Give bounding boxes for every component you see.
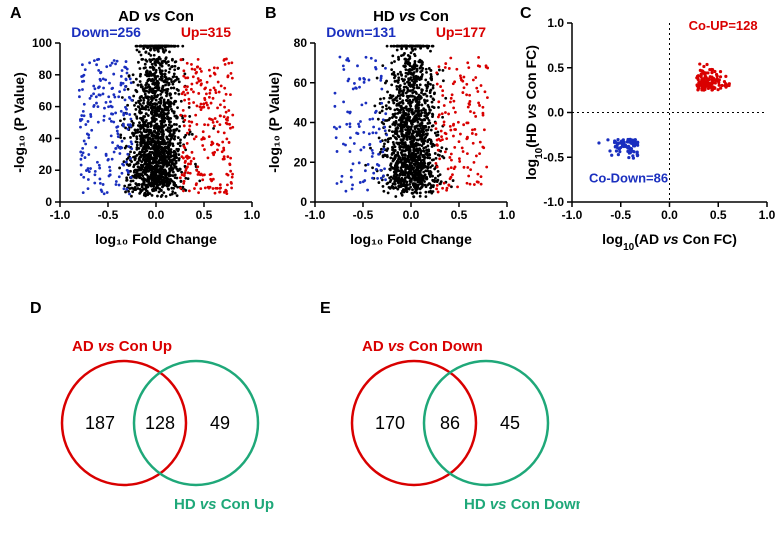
svg-text:Co-Down=86: Co-Down=86 — [589, 170, 668, 185]
svg-text:60: 60 — [39, 100, 53, 114]
panel-letter-D: D — [30, 300, 42, 318]
svg-text:1.0: 1.0 — [244, 208, 260, 222]
svg-text:-0.5: -0.5 — [353, 208, 374, 222]
svg-text:-log₁₀ (P Value): -log₁₀ (P Value) — [266, 72, 282, 173]
svg-text:86: 86 — [440, 413, 460, 433]
svg-text:0.0: 0.0 — [403, 208, 420, 222]
svg-text:45: 45 — [500, 413, 520, 433]
svg-text:HD vs Con: HD vs Con — [373, 8, 449, 25]
svg-text:20: 20 — [39, 163, 53, 177]
svg-text:40: 40 — [39, 131, 53, 145]
svg-text:-1.0: -1.0 — [50, 208, 71, 222]
svg-text:0.5: 0.5 — [196, 208, 213, 222]
panel-letter-E: E — [320, 300, 331, 318]
svg-text:HD vs Con Down: HD vs Con Down — [464, 496, 580, 513]
svg-text:170: 170 — [375, 413, 405, 433]
svg-text:Co-UP=128: Co-UP=128 — [689, 18, 758, 33]
svg-text:0.5: 0.5 — [710, 208, 727, 222]
svg-text:-0.5: -0.5 — [543, 150, 564, 164]
panel-D: D 187 128 49 AD vs Con Up HD vs Con Up — [30, 300, 290, 530]
volcano-A: -1.0 -0.5 0.0 0.5 1.0 0 20 40 60 80 100 log₁₀ Fold … — [10, 5, 260, 250]
svg-text:-1.0: -1.0 — [562, 208, 583, 222]
svg-text:Down=256: Down=256 — [71, 24, 141, 40]
svg-text:60: 60 — [294, 76, 308, 90]
svg-text:-log₁₀ (P Value): -log₁₀ (P Value) — [11, 72, 27, 173]
svg-text:HD vs Con Up: HD vs Con Up — [174, 496, 274, 513]
svg-text:0: 0 — [300, 195, 307, 209]
svg-text:128: 128 — [145, 413, 175, 433]
figure-root: A -1.0 -0.5 0.0 0.5 1.0 0 20 40 60 80 100 log₁₀ Fol… — [0, 0, 784, 543]
panel-letter-B: B — [265, 5, 277, 23]
panel-B: B -1.0 -0.5 0.0 0.5 1.0 0 20 40 60 80 log₁₀ Fold C… — [265, 5, 515, 250]
svg-text:-0.5: -0.5 — [610, 208, 631, 222]
svg-text:80: 80 — [39, 68, 53, 82]
svg-text:49: 49 — [210, 413, 230, 433]
svg-text:1.0: 1.0 — [499, 208, 515, 222]
svg-text:40: 40 — [294, 116, 308, 130]
svg-text:log10(HD vs Con FC): log10(HD vs Con FC) — [523, 45, 545, 180]
svg-text:Up=315: Up=315 — [181, 24, 231, 40]
svg-text:-0.5: -0.5 — [98, 208, 119, 222]
svg-text:187: 187 — [85, 413, 115, 433]
svg-text:AD vs Con Down: AD vs Con Down — [362, 338, 483, 355]
venn-E: 170 86 45 AD vs Con Down HD vs Con Down — [320, 300, 580, 530]
volcano-B: -1.0 -0.5 0.0 0.5 1.0 0 20 40 60 80 log₁₀ Fold Cha… — [265, 5, 515, 250]
svg-text:log₁₀ Fold Change: log₁₀ Fold Change — [95, 231, 217, 247]
svg-text:1.0: 1.0 — [759, 208, 775, 222]
svg-text:log₁₀ Fold Change: log₁₀ Fold Change — [350, 231, 472, 247]
svg-text:0: 0 — [45, 195, 52, 209]
svg-text:0.5: 0.5 — [451, 208, 468, 222]
venn-D: 187 128 49 AD vs Con Up HD vs Con Up — [30, 300, 290, 530]
svg-text:Up=177: Up=177 — [436, 24, 486, 40]
svg-text:100: 100 — [32, 36, 52, 50]
panel-E: E 170 86 45 AD vs Con Down HD vs Con Down — [320, 300, 580, 530]
svg-text:log10(AD vs Con FC): log10(AD vs Con FC) — [602, 231, 737, 250]
svg-text:1.0: 1.0 — [547, 16, 564, 30]
svg-text:-1.0: -1.0 — [543, 195, 564, 209]
panel-letter-A: A — [10, 5, 22, 23]
svg-text:Down=131: Down=131 — [326, 24, 396, 40]
svg-text:20: 20 — [294, 155, 308, 169]
svg-text:0.5: 0.5 — [547, 61, 564, 75]
svg-text:0.0: 0.0 — [547, 106, 564, 120]
panel-C: C -1.0 -0.5 0.0 0.5 1.0 -1.0 -0.5 0.0 0.5 1.0 log1… — [520, 5, 775, 250]
svg-text:AD vs Con: AD vs Con — [118, 8, 194, 25]
scatter-C: -1.0 -0.5 0.0 0.5 1.0 -1.0 -0.5 0.0 0.5 1.0 log10(… — [520, 5, 775, 250]
panel-letter-C: C — [520, 5, 532, 23]
svg-text:80: 80 — [294, 36, 308, 50]
svg-text:AD vs Con Up: AD vs Con Up — [72, 338, 172, 355]
svg-text:0.0: 0.0 — [148, 208, 165, 222]
svg-text:-1.0: -1.0 — [305, 208, 326, 222]
svg-text:0.0: 0.0 — [661, 208, 678, 222]
panel-A: A -1.0 -0.5 0.0 0.5 1.0 0 20 40 60 80 100 log₁₀ Fol… — [10, 5, 260, 250]
